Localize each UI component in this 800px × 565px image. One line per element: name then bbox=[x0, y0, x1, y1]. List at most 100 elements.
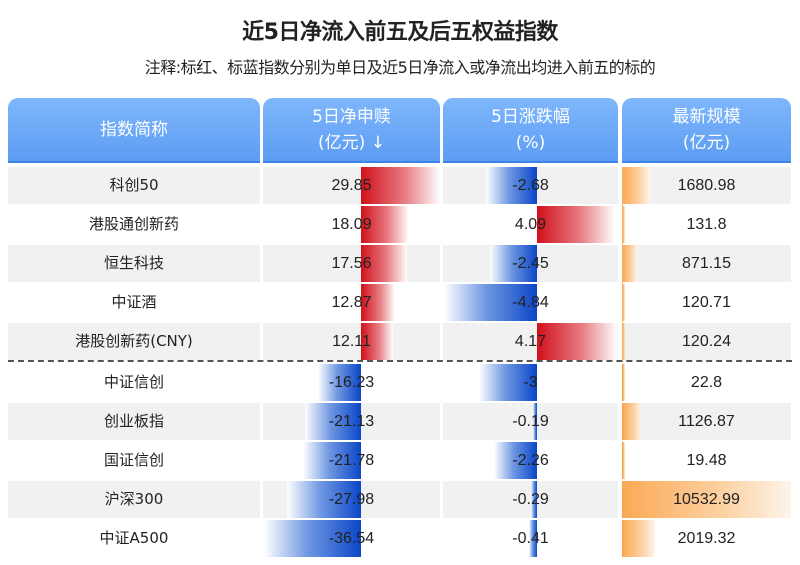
cell-change: -4.84 bbox=[443, 284, 618, 321]
cell-change: -3 bbox=[443, 364, 618, 401]
change-value: -0.29 bbox=[512, 491, 549, 508]
scale-value: 131.8 bbox=[686, 216, 727, 233]
cell-net-flow: 17.56 bbox=[263, 245, 440, 282]
net-flow-value: 18.09 bbox=[331, 216, 372, 233]
header-label: 指数简称 bbox=[100, 119, 168, 140]
change-value: -4.84 bbox=[512, 294, 549, 311]
header-unit: (%) bbox=[515, 132, 546, 153]
cell-index-name: 中证酒 bbox=[8, 284, 260, 321]
table-row[interactable]: 创业板指 -21.13 -0.19 1126.87 bbox=[0, 403, 800, 440]
change-value: -2.68 bbox=[512, 177, 549, 194]
header-scale[interactable]: 最新规模 (亿元) bbox=[622, 98, 791, 163]
table-row[interactable]: 中证酒 12.87 -4.84 120.71 bbox=[0, 284, 800, 321]
net-flow-bar bbox=[305, 403, 361, 440]
scale-value: 871.15 bbox=[682, 255, 731, 272]
header-label: 5日净申赎 bbox=[312, 106, 391, 127]
net-flow-value: 12.87 bbox=[331, 294, 372, 311]
cell-index-name: 港股通创新药 bbox=[8, 206, 260, 243]
cell-index-name: 恒生科技 bbox=[8, 245, 260, 282]
header-unit-sort: (亿元) ↓ bbox=[318, 132, 385, 153]
change-bar bbox=[489, 245, 537, 282]
change-bar bbox=[537, 206, 616, 243]
index-name: 港股通创新药 bbox=[88, 215, 179, 233]
header-unit: (亿元) bbox=[682, 132, 731, 153]
cell-index-name: 科创50 bbox=[8, 167, 260, 204]
cell-scale: 120.24 bbox=[622, 323, 791, 360]
net-flow-bar bbox=[361, 167, 440, 204]
group-separator bbox=[8, 360, 792, 362]
index-name: 中证酒 bbox=[111, 293, 157, 311]
table-row[interactable]: 国证信创 -21.78 -2.26 19.48 bbox=[0, 442, 800, 479]
table-row[interactable]: 中证信创 -16.23 -3 22.8 bbox=[0, 364, 800, 401]
cell-net-flow: 18.09 bbox=[263, 206, 440, 243]
scale-value: 22.8 bbox=[690, 374, 723, 391]
scale-value: 19.48 bbox=[686, 452, 727, 469]
scale-bar bbox=[622, 520, 656, 557]
change-bar bbox=[533, 403, 537, 440]
header-change[interactable]: 5日涨跌幅 (%) bbox=[443, 98, 618, 163]
header-index-name[interactable]: 指数简称 bbox=[8, 98, 260, 163]
net-flow-value: -16.23 bbox=[328, 374, 375, 391]
cell-scale: 871.15 bbox=[622, 245, 791, 282]
cell-change: -2.45 bbox=[443, 245, 618, 282]
scale-bar bbox=[622, 364, 625, 401]
index-name: 国证信创 bbox=[103, 451, 164, 469]
net-flow-bar bbox=[361, 284, 396, 321]
cell-index-name: 中证信创 bbox=[8, 364, 260, 401]
cell-change: 4.17 bbox=[443, 323, 618, 360]
net-flow-bar bbox=[264, 520, 361, 557]
table-row[interactable]: 恒生科技 17.56 -2.45 871.15 bbox=[0, 245, 800, 282]
scale-value: 120.71 bbox=[682, 294, 731, 311]
cell-net-flow: -27.98 bbox=[263, 481, 440, 518]
net-flow-bar bbox=[303, 442, 361, 479]
scale-value: 1680.98 bbox=[677, 177, 736, 194]
cell-scale: 120.71 bbox=[622, 284, 791, 321]
chart-title: 近5日净流入前五及后五权益指数 bbox=[242, 20, 558, 45]
change-value: 4.17 bbox=[514, 333, 547, 350]
table-row[interactable]: 港股通创新药 18.09 4.09 131.8 bbox=[0, 206, 800, 243]
scale-value: 1126.87 bbox=[678, 413, 735, 430]
scale-bar bbox=[622, 442, 625, 479]
net-flow-bar bbox=[361, 323, 394, 360]
table-row[interactable]: 沪深300 -27.98 -0.29 10532.99 bbox=[0, 481, 800, 518]
cell-change: -2.26 bbox=[443, 442, 618, 479]
change-value: -3 bbox=[523, 374, 538, 391]
scale-value: 2019.32 bbox=[677, 530, 736, 547]
change-bar bbox=[444, 284, 537, 321]
cell-scale: 1680.98 bbox=[622, 167, 791, 204]
cell-net-flow: -16.23 bbox=[263, 364, 440, 401]
net-flow-value: 17.56 bbox=[331, 255, 372, 272]
change-bar bbox=[479, 364, 537, 401]
net-flow-bar bbox=[286, 481, 361, 518]
table-row[interactable]: 中证A500 -36.54 -0.41 2019.32 bbox=[0, 520, 800, 557]
cell-change: -2.68 bbox=[443, 167, 618, 204]
cell-change: -0.29 bbox=[443, 481, 618, 518]
net-flow-value: 29.85 bbox=[331, 177, 372, 194]
cell-net-flow: 29.85 bbox=[263, 167, 440, 204]
change-value: -2.45 bbox=[512, 255, 549, 272]
table-row[interactable]: 科创50 29.85 -2.68 1680.98 bbox=[0, 167, 800, 204]
change-value: -0.41 bbox=[512, 530, 549, 547]
cell-scale: 10532.99 bbox=[622, 481, 791, 518]
index-name: 中证信创 bbox=[103, 373, 164, 391]
net-flow-value: -36.54 bbox=[328, 530, 375, 547]
index-name: 沪深300 bbox=[104, 490, 164, 508]
change-bar bbox=[529, 520, 537, 557]
net-flow-value: -21.13 bbox=[328, 413, 375, 430]
header-net-flow[interactable]: 5日净申赎 (亿元) ↓ bbox=[263, 98, 440, 163]
net-flow-value: -27.98 bbox=[328, 491, 375, 508]
table-row[interactable]: 港股创新药(CNY) 12.11 4.17 120.24 bbox=[0, 323, 800, 360]
cell-net-flow: 12.87 bbox=[263, 284, 440, 321]
index-name: 中证A500 bbox=[99, 529, 169, 547]
change-bar bbox=[493, 442, 537, 479]
cell-index-name: 港股创新药(CNY) bbox=[8, 323, 260, 360]
scale-axis-line bbox=[622, 167, 623, 361]
index-name: 创业板指 bbox=[103, 412, 164, 430]
cell-index-name: 中证A500 bbox=[8, 520, 260, 557]
change-bar bbox=[531, 481, 537, 518]
scale-bar bbox=[622, 481, 791, 518]
net-flow-value: -21.78 bbox=[328, 452, 375, 469]
cell-scale: 2019.32 bbox=[622, 520, 791, 557]
cell-change: 4.09 bbox=[443, 206, 618, 243]
cell-index-name: 沪深300 bbox=[8, 481, 260, 518]
